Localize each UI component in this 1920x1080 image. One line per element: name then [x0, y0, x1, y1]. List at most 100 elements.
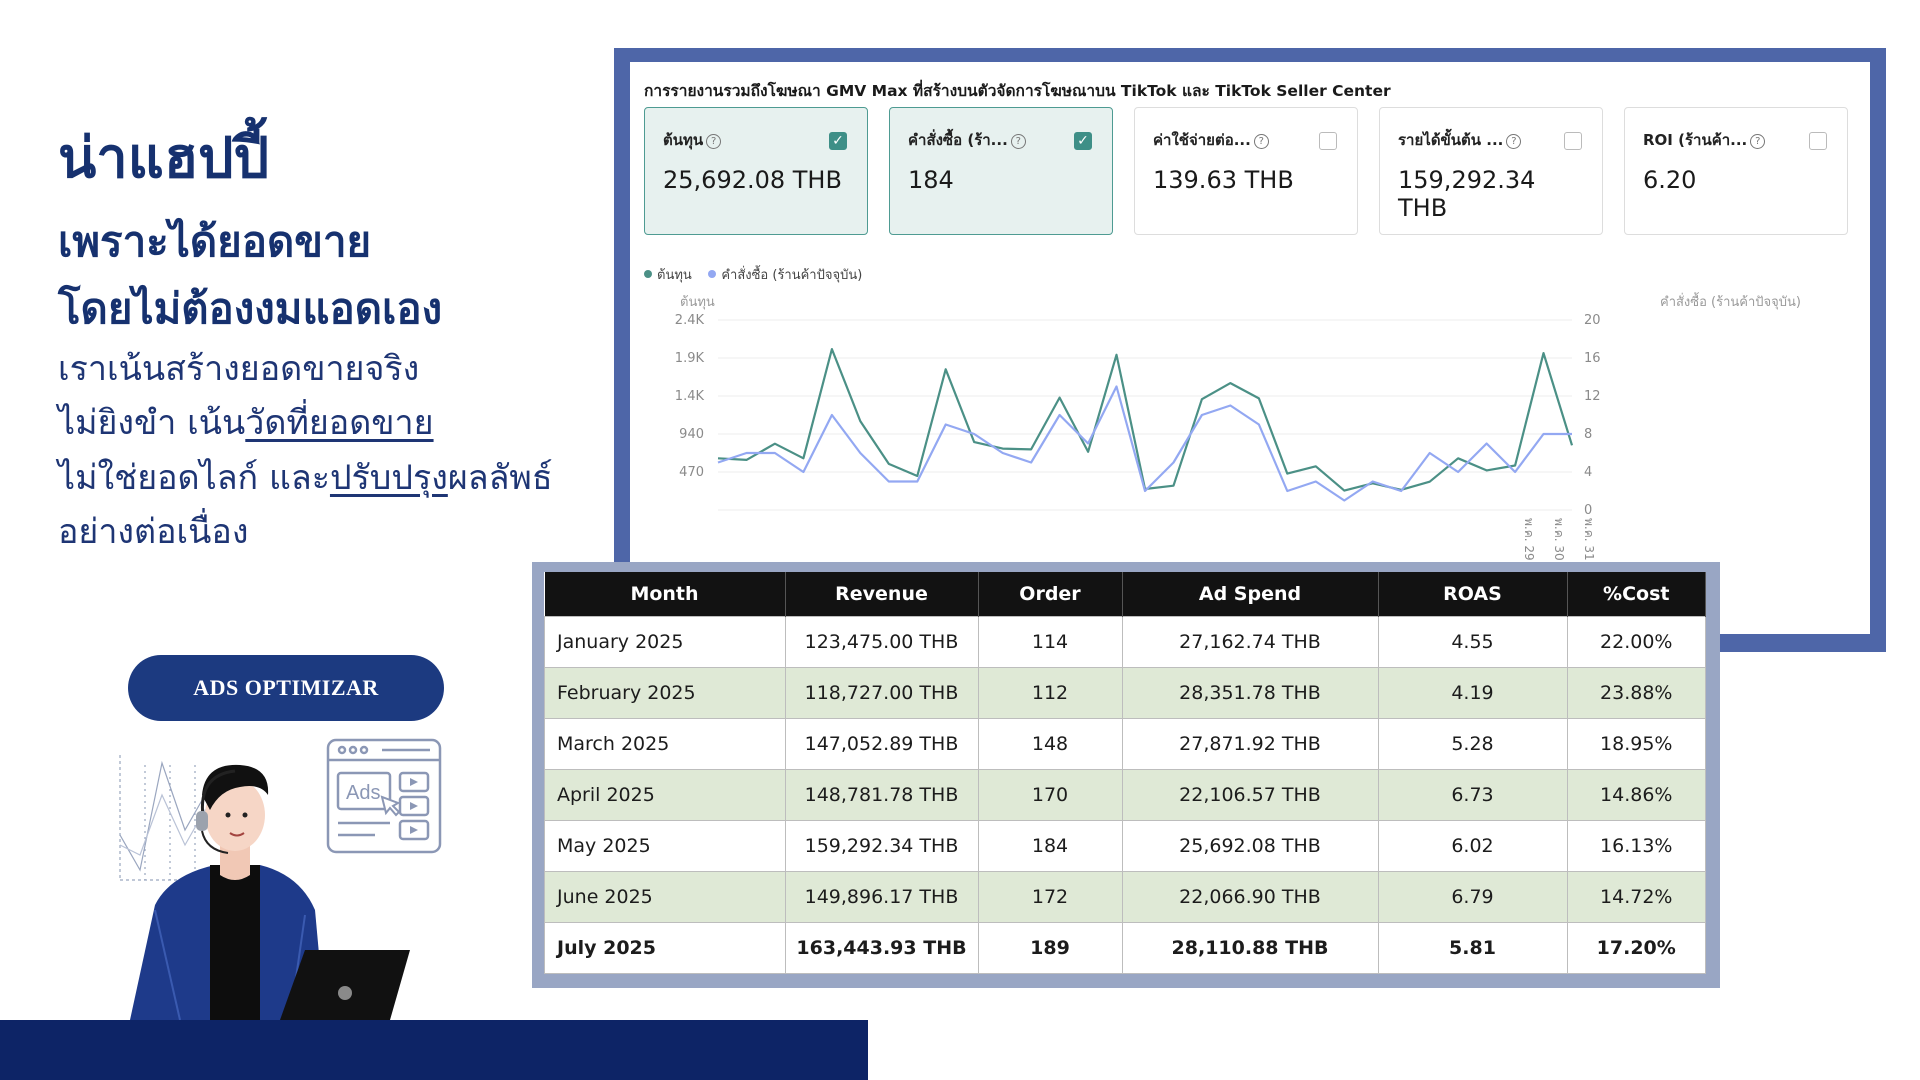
cell-cost-percent: 18.95% — [1566, 718, 1706, 770]
cell-month: June 2025 — [544, 871, 786, 923]
legend-cost: ต้นทุน — [657, 268, 692, 283]
metric-value: 25,692.08 THB — [663, 166, 842, 194]
cell-roas: 6.79 — [1377, 871, 1568, 923]
cell-roas: 5.28 — [1377, 718, 1568, 770]
cell-ad-spend: 28,351.78 THB — [1121, 667, 1379, 719]
body-line-4: อย่างต่อเนื่อง — [58, 512, 249, 553]
cell-roas: 4.19 — [1377, 667, 1568, 719]
metric-card-cost-per-order[interactable]: ค่าใช้จ่ายต่อ...? 139.63 THB — [1134, 107, 1358, 235]
cell-month: February 2025 — [544, 667, 786, 719]
metric-checkbox[interactable] — [1564, 132, 1582, 150]
table-row: February 2025 118,727.00 THB 112 28,351.78 … — [544, 667, 1706, 719]
cell-roas: 6.02 — [1377, 820, 1568, 872]
cell-order: 189 — [977, 922, 1123, 974]
cell-cost-percent: 14.72% — [1566, 871, 1706, 923]
headline-line-2: โดยไม่ต้องงมแอดเอง — [58, 283, 443, 333]
column-header-roas: ROAS — [1378, 572, 1568, 617]
right-tick-label: 16 — [1584, 351, 1601, 366]
legend-orders: คำสั่งซื้อ (ร้านค้าปัจจุบัน) — [721, 268, 863, 283]
metric-value: 6.20 — [1643, 166, 1697, 194]
table-row: June 2025 149,896.17 THB 172 22,066.90 THB 6… — [544, 871, 1706, 923]
chart-legend: ต้นทุน คำสั่งซื้อ (ร้านค้าปัจจุบัน) — [644, 264, 862, 285]
metric-label: ROI (ร้านค้า... — [1643, 131, 1748, 149]
cell-revenue: 123,475.00 THB — [784, 616, 979, 668]
column-header-order: Order — [978, 572, 1123, 617]
x-tick-label: พ.ค. 31 — [1582, 518, 1596, 561]
cell-revenue: 159,292.34 THB — [784, 820, 979, 872]
cell-ad-spend: 27,162.74 THB — [1121, 616, 1379, 668]
footer-bar — [0, 1020, 868, 1080]
metric-value: 184 — [908, 166, 954, 194]
column-header-ad-spend: Ad Spend — [1122, 572, 1379, 617]
metric-card-cost[interactable]: ต้นทุน? ✓ 25,692.08 THB — [644, 107, 868, 235]
line-chart: 20 16 12 8 4 0 2.4K 1.9K 1.4K 940 470 พ.ค. 29 พ.ค. 3… — [675, 313, 1601, 561]
laptop-icon — [280, 950, 410, 1020]
metric-checkbox[interactable]: ✓ — [1074, 132, 1092, 150]
metric-checkbox[interactable] — [1319, 132, 1337, 150]
right-axis-title: คำสั่งซื้อ (ร้านค้าปัจจุบัน) — [1660, 295, 1801, 310]
metric-card-orders[interactable]: คำสั่งซื้อ (ร้า...? ✓ 184 — [889, 107, 1113, 235]
help-icon: ? — [706, 134, 722, 149]
cell-order: 148 — [977, 718, 1123, 770]
right-tick-label: 4 — [1584, 465, 1592, 480]
metric-checkbox[interactable] — [1809, 132, 1827, 150]
cell-month: January 2025 — [544, 616, 786, 668]
metric-card-roi[interactable]: ROI (ร้านค้า...? 6.20 — [1624, 107, 1848, 235]
cell-revenue: 149,896.17 THB — [784, 871, 979, 923]
left-tick-label: 2.4K — [675, 313, 705, 328]
column-header-cost-percent: %Cost — [1567, 572, 1706, 617]
body-line-2-text: ไม่ยิงขำ เน้น — [58, 403, 246, 444]
left-axis-title: ต้นทุน — [680, 295, 715, 310]
table-header-row: Month Revenue Order Ad Spend ROAS %Cost — [544, 572, 1706, 617]
metric-checkbox[interactable]: ✓ — [829, 132, 847, 150]
metric-value: 159,292.34 THB — [1398, 166, 1536, 222]
series-line-cost — [717, 347, 1574, 492]
cell-month: April 2025 — [544, 769, 786, 821]
cell-order: 184 — [977, 820, 1123, 872]
cell-ad-spend: 22,066.90 THB — [1121, 871, 1379, 923]
body-line-3: ไม่ใช่ยอดไลก์ และปรับปรุงผลลัพธ์ — [58, 451, 578, 505]
headline-block: น่าแฮปปี้ เพราะได้ยอดขาย โดยไม่ต้องงมแอด… — [58, 128, 578, 560]
cell-revenue: 118,727.00 THB — [784, 667, 979, 719]
body-line-2: ไม่ยิงขำ เน้นวัดที่ยอดขาย — [58, 396, 578, 450]
metric-label: รายได้ขั้นต้น ... — [1398, 131, 1504, 149]
table-row: January 2025 123,475.00 THB 114 27,162.74 T… — [544, 616, 1706, 668]
body-line-2-underlined: วัดที่ยอดขาย — [245, 403, 434, 444]
legend-dot-cost — [644, 270, 652, 278]
left-tick-label: 470 — [679, 465, 704, 480]
metric-label-wrap: ROI (ร้านค้า...? — [1643, 128, 1829, 152]
table-row: July 2025 163,443.93 THB 189 28,110.88 THB 5… — [544, 922, 1706, 974]
cell-cost-percent: 23.88% — [1566, 667, 1706, 719]
help-icon: ? — [1750, 134, 1766, 149]
metric-value: 139.63 THB — [1153, 166, 1294, 194]
ads-optimizar-button[interactable]: ADS OPTIMIZAR — [128, 655, 444, 721]
cell-month: July 2025 — [544, 922, 786, 974]
ads-window-icon — [326, 738, 442, 854]
cell-order: 172 — [977, 871, 1123, 923]
metric-label: ค่าใช้จ่ายต่อ... — [1153, 131, 1251, 149]
cell-roas: 5.81 — [1377, 922, 1568, 974]
metric-card-gross-revenue[interactable]: รายได้ขั้นต้น ...? 159,292.34 THB — [1379, 107, 1603, 235]
cell-month: March 2025 — [544, 718, 786, 770]
right-tick-label: 20 — [1584, 313, 1601, 328]
cell-order: 112 — [977, 667, 1123, 719]
cell-cost-percent: 17.20% — [1566, 922, 1706, 974]
body-line-3-underlined: ปรับปรุง — [329, 457, 448, 498]
cell-ad-spend: 22,106.57 THB — [1121, 769, 1379, 821]
table-row: April 2025 148,781.78 THB 170 22,106.57 THB… — [544, 769, 1706, 821]
cell-ad-spend: 27,871.92 THB — [1121, 718, 1379, 770]
metric-label-wrap: รายได้ขั้นต้น ...? — [1398, 128, 1584, 152]
dashboard-title: การรายงานรวมถึงโฆษณา GMV Max ที่สร้างบนต… — [644, 82, 1391, 100]
x-tick-label: พ.ค. 29 — [1522, 518, 1536, 561]
metric-label-wrap: คำสั่งซื้อ (ร้า...? — [908, 128, 1094, 152]
help-icon: ? — [1253, 134, 1269, 149]
cell-ad-spend: 25,692.08 THB — [1121, 820, 1379, 872]
metric-label: คำสั่งซื้อ (ร้า... — [908, 131, 1008, 149]
column-header-revenue: Revenue — [785, 572, 979, 617]
body-line-3-text: ไม่ใช่ยอดไลก์ และ — [58, 457, 330, 498]
metric-label-wrap: ค่าใช้จ่ายต่อ...? — [1153, 128, 1339, 152]
monthly-performance-table: Month Revenue Order Ad Spend ROAS %Cost … — [544, 572, 1706, 974]
right-tick-label: 12 — [1584, 389, 1601, 404]
cell-cost-percent: 16.13% — [1566, 820, 1706, 872]
metric-label-wrap: ต้นทุน? — [663, 128, 849, 152]
